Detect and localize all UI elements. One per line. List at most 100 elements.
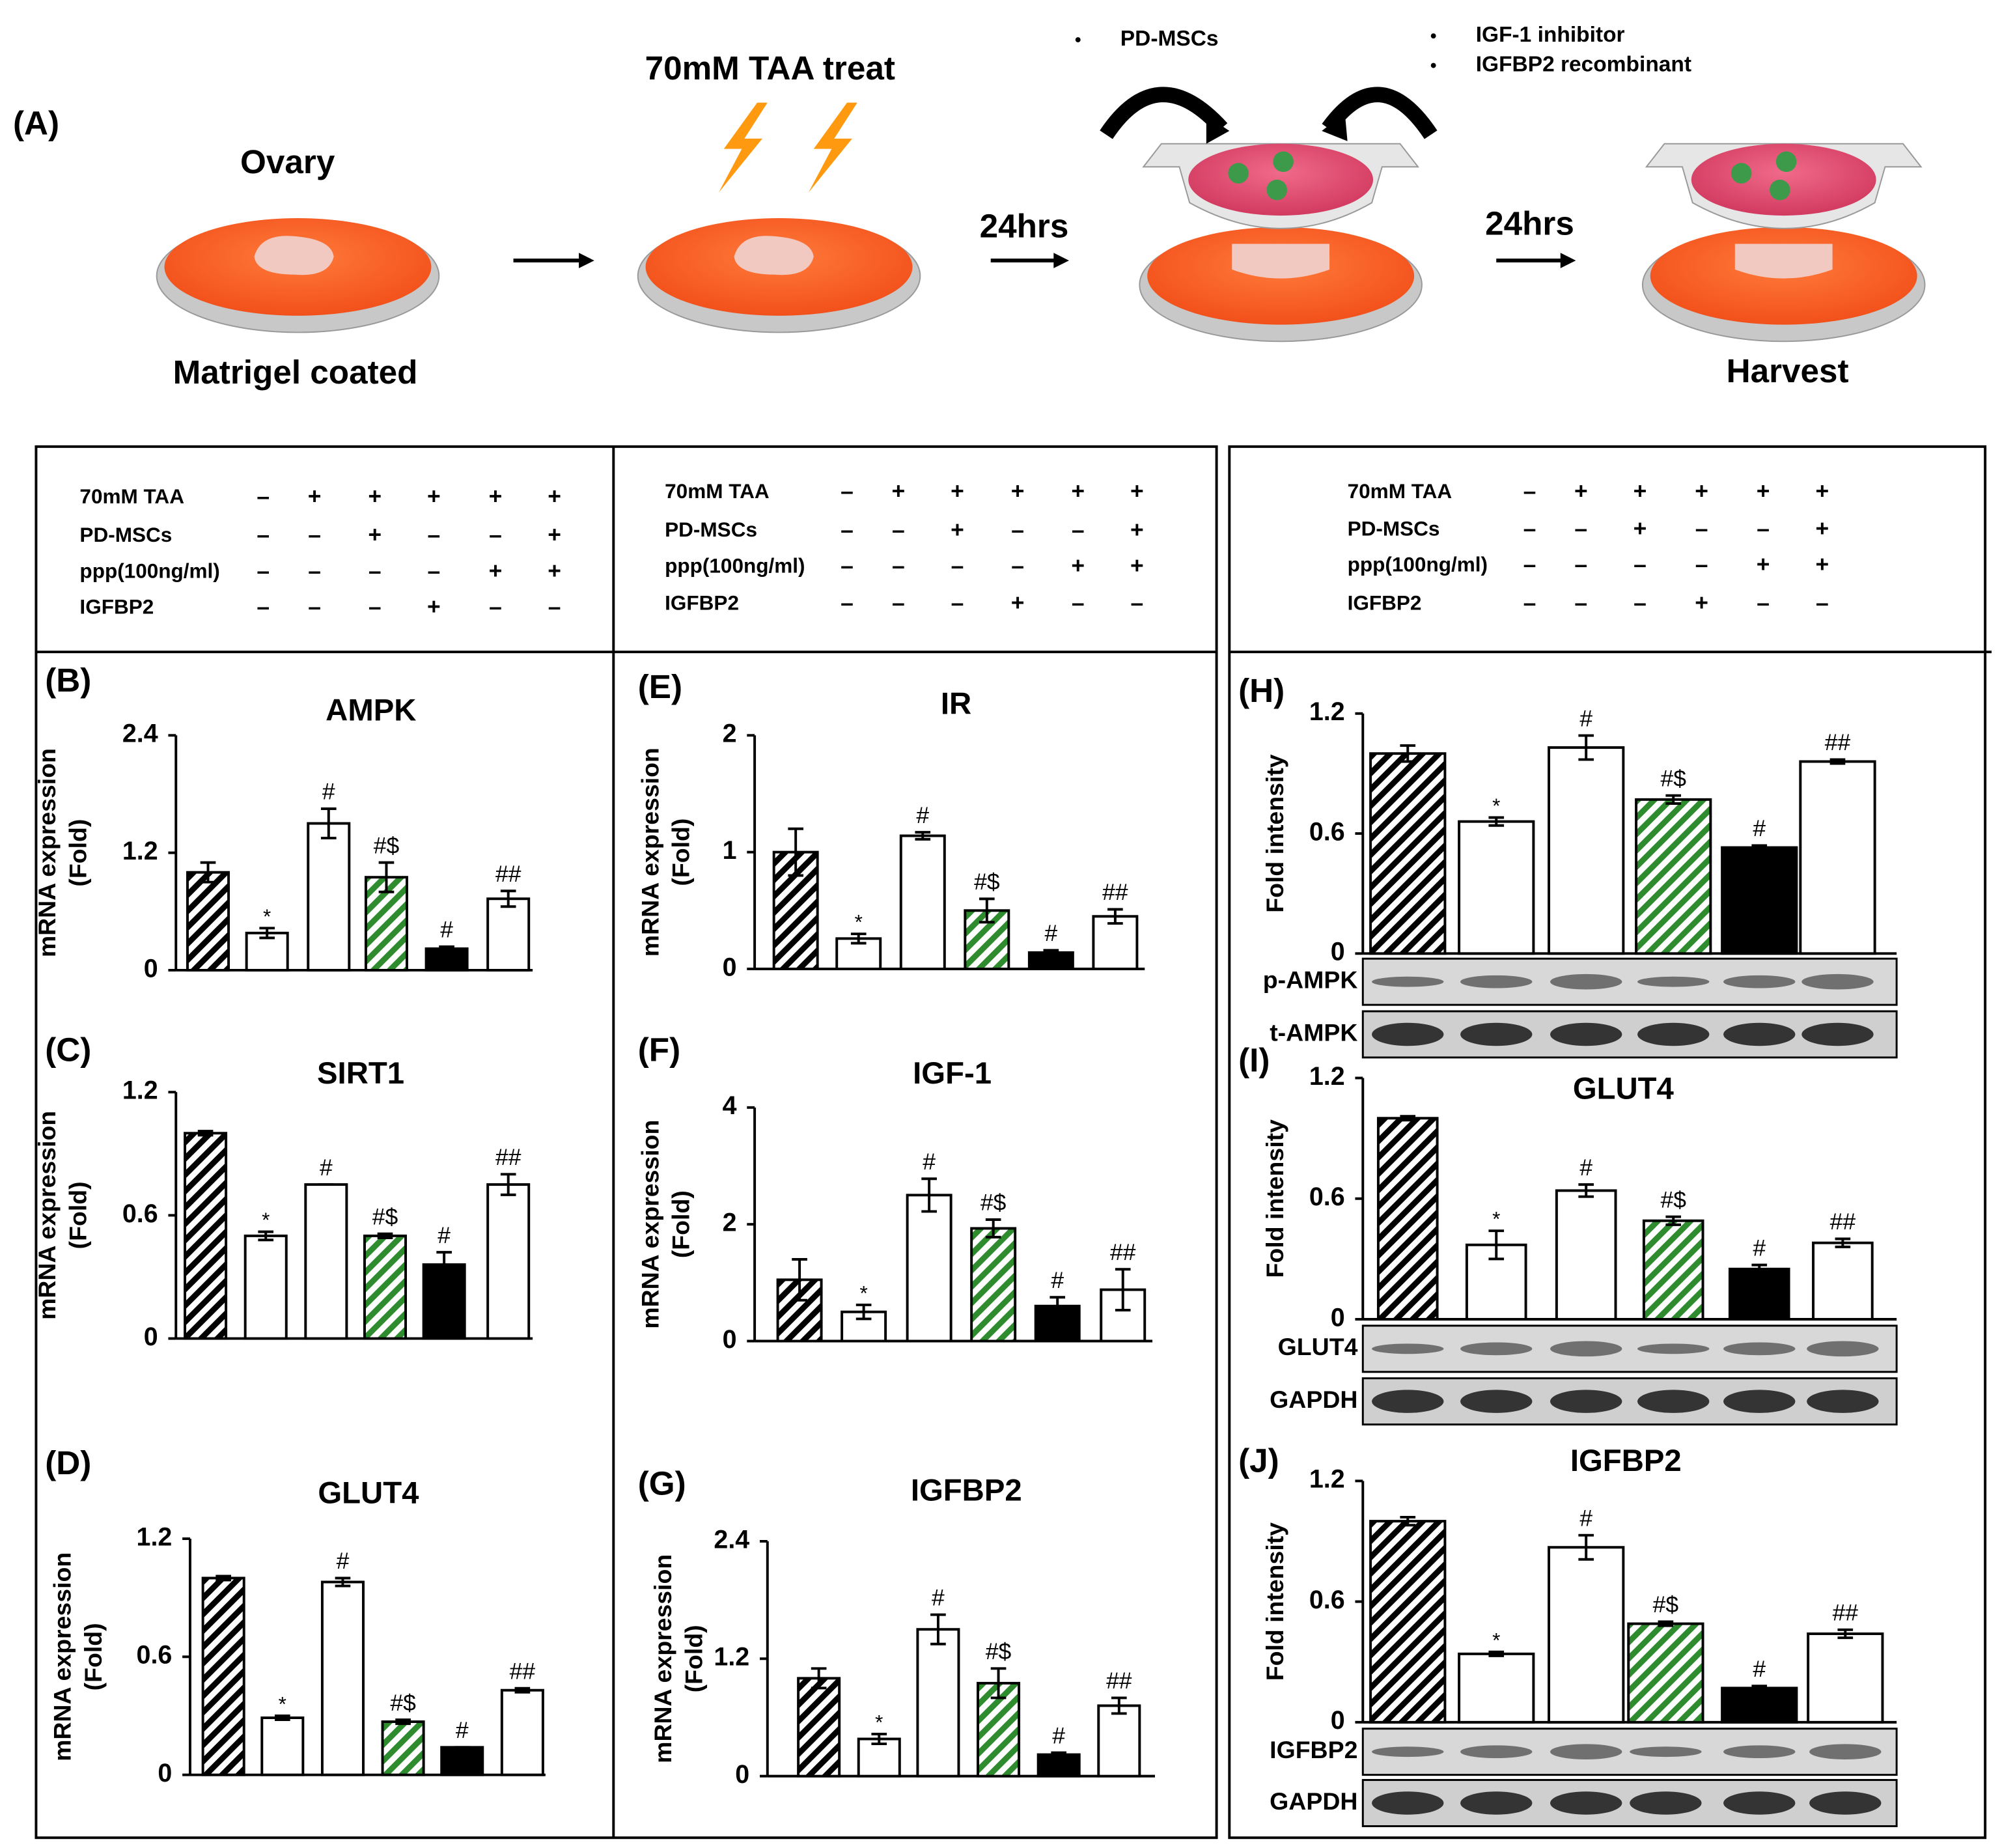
y-tick-label: 0 — [735, 1760, 749, 1789]
bar — [245, 931, 289, 972]
significance-label: * — [1492, 794, 1500, 817]
y-tick-label: 2 — [723, 1209, 737, 1237]
bar — [186, 871, 230, 972]
sign: + — [489, 557, 503, 583]
sign: + — [548, 483, 561, 509]
y-tick-label: 0 — [144, 954, 158, 983]
error-bar — [1665, 794, 1682, 805]
y-tick-label: 0 — [144, 1323, 158, 1351]
error-bar — [1578, 734, 1594, 761]
sign: – — [1523, 552, 1536, 578]
sign: + — [427, 594, 441, 620]
significance-label: * — [1492, 1207, 1500, 1231]
error-bar — [1043, 949, 1059, 957]
bar — [1548, 1546, 1625, 1724]
band — [1460, 1390, 1533, 1413]
row-label: ppp(100ng/ml) — [1348, 552, 1488, 576]
sign: – — [951, 590, 964, 616]
error-bar — [378, 861, 395, 893]
significance-label: ## — [495, 1144, 521, 1170]
band — [1630, 1791, 1702, 1815]
band — [1637, 1343, 1710, 1354]
significance-label: # — [1052, 1722, 1065, 1748]
sign: – — [1634, 552, 1647, 578]
error-bar — [1829, 758, 1846, 765]
error-bar — [514, 1687, 531, 1694]
error-bar — [1400, 1115, 1416, 1122]
bar — [1728, 1267, 1790, 1321]
y-tick-label: 2.4 — [714, 1525, 749, 1554]
sign: – — [428, 522, 441, 548]
error-bar — [215, 1575, 232, 1582]
y-tick-label: 1 — [723, 836, 737, 865]
error-bar — [1111, 1696, 1127, 1715]
significance-label: #$ — [374, 832, 400, 858]
sign: + — [1011, 478, 1025, 504]
bar — [797, 1677, 841, 1778]
bar — [1097, 1704, 1141, 1778]
band — [1723, 1745, 1796, 1759]
error-bar — [792, 1258, 807, 1302]
significance-label: ## — [495, 861, 521, 887]
y-tick-label: 1.2 — [1309, 1465, 1345, 1494]
blot-label: GAPDH — [1270, 1386, 1357, 1413]
error-bar — [1115, 1268, 1131, 1311]
sign: + — [368, 483, 382, 509]
band — [1460, 1342, 1533, 1356]
panel-label: (I) — [1238, 1041, 1270, 1078]
significance-label: # — [916, 802, 929, 828]
sign: – — [428, 557, 441, 583]
bar — [916, 1628, 960, 1778]
error-bar — [1837, 1628, 1854, 1640]
y-tick-label: 0.6 — [1309, 817, 1345, 846]
label: Matrigel coated — [173, 354, 418, 391]
panel-label: (D) — [45, 1444, 91, 1481]
error-bar — [275, 1715, 290, 1722]
row-label: IGFBP2 — [79, 595, 154, 619]
error-bar — [1050, 1296, 1066, 1317]
lightning — [718, 102, 857, 193]
bar — [1555, 1189, 1617, 1321]
sign: + — [1574, 478, 1588, 504]
bar — [307, 822, 351, 972]
label: IGFBP2 recombinant — [1476, 52, 1691, 76]
row-label: IGFBP2 — [1348, 591, 1422, 615]
bullet — [1430, 63, 1436, 68]
blot-label: IGFBP2 — [1270, 1736, 1357, 1763]
y-tick-label: 1.2 — [137, 1522, 173, 1551]
panel-label: (E) — [638, 668, 682, 705]
sign: – — [1757, 515, 1770, 541]
label: Harvest — [1727, 352, 1849, 389]
panel-label: (F) — [638, 1031, 680, 1069]
error-bar — [1488, 816, 1505, 827]
y-tick-label: 0 — [723, 1325, 737, 1354]
sign: + — [951, 516, 964, 542]
bar — [1721, 846, 1798, 955]
panel-label: (C) — [45, 1031, 91, 1069]
y-tick-label: 0 — [1331, 938, 1345, 966]
band — [1723, 975, 1796, 988]
sign: – — [951, 552, 964, 578]
significance-label: ## — [1833, 1600, 1859, 1626]
bar — [1642, 1219, 1704, 1321]
sign: – — [1695, 552, 1708, 578]
band — [1723, 1390, 1796, 1413]
bar — [364, 876, 408, 972]
arrow-head — [579, 253, 1576, 268]
error-bar — [921, 1177, 937, 1213]
error-bar — [320, 807, 337, 840]
bullet — [1075, 37, 1081, 43]
error-bar — [985, 1218, 1001, 1239]
band — [1637, 976, 1710, 987]
sign: + — [1130, 478, 1144, 504]
bar — [1799, 760, 1876, 955]
error-bar — [930, 1613, 946, 1645]
band — [1372, 1746, 1444, 1757]
y-axis-label: (Fold) — [680, 1625, 707, 1692]
error-bar — [850, 932, 867, 945]
bar — [1548, 746, 1625, 955]
y-tick-label: 2.4 — [122, 720, 158, 748]
error-bar — [1658, 1620, 1674, 1627]
